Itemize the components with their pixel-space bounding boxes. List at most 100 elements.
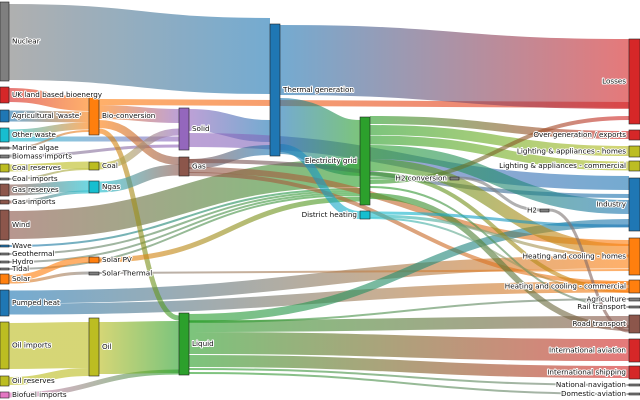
node-heating-homes — [628, 237, 640, 276]
node-hydro — [0, 260, 10, 264]
flow-electricity-grid-to-lighting-commercial — [369, 135, 630, 171]
flow-electricity-grid-to-losses — [369, 116, 630, 184]
label-agriculture: Agriculture — [586, 295, 626, 304]
label-rail-transport: Rail transport — [577, 302, 626, 311]
node-geothermal — [0, 252, 10, 256]
node-h2 — [539, 208, 550, 213]
flow-oil-imports-to-oil — [8, 322, 90, 369]
flow-liquid-to-national-navigation — [188, 368, 630, 386]
label-biomass-imports: Biomass imports — [12, 152, 72, 161]
node-solar-thermal — [88, 271, 100, 276]
label-district-heating: District heating — [302, 210, 357, 219]
flow-gas-imports-to-ngas — [8, 190, 90, 204]
label-solid: Solid — [192, 124, 210, 133]
label-thermal-generation: Thermal generation — [282, 85, 354, 94]
node-oil-reserves — [0, 375, 10, 387]
label-ngas: Ngas — [102, 182, 120, 191]
node-nuclear — [0, 1, 10, 82]
label-wind: Wind — [12, 220, 30, 229]
flow-h2-conversion-to-h2 — [458, 176, 541, 212]
node-international-aviation — [628, 338, 640, 363]
flow-liquid-to-road-transport — [188, 316, 630, 332]
label-oil: Oil — [102, 342, 112, 351]
node-road-transport — [628, 314, 640, 334]
node-domestic-aviation — [628, 392, 640, 396]
node-other-waste — [0, 127, 10, 143]
flow-oil-reserves-to-oil — [8, 368, 90, 385]
node-coal-imports — [0, 177, 10, 181]
label-solar-pv: Solar PV — [102, 255, 132, 264]
node-biomass-imports — [0, 154, 10, 159]
flow-liquid-to-agriculture — [188, 298, 630, 323]
node-electricity-grid — [359, 116, 371, 206]
flow-solar-to-solar-pv — [8, 257, 90, 281]
flow-pumped-heat-to-heating-commercial — [8, 281, 630, 315]
node-agriculture — [628, 297, 640, 302]
label-hydro: Hydro — [12, 257, 33, 266]
node-marine-algae — [0, 146, 10, 150]
label-biofuel-imports: Biofuel imports — [12, 390, 67, 399]
label-national-navigation: National navigation — [556, 380, 626, 389]
flow-nuclear-to-thermal-generation — [8, 4, 271, 94]
flow-marine-algae-to-bio-conversion — [8, 130, 90, 149]
label-gas-reserves: Gas reserves — [12, 185, 59, 194]
node-gas-imports — [0, 199, 10, 205]
label-coal: Coal — [102, 161, 118, 170]
flow-bio-conversion-to-solid — [98, 105, 180, 123]
flow-electricity-grid-to-over-generation — [369, 116, 630, 139]
flow-district-heating-to-industry — [369, 211, 630, 228]
label-domestic-aviation: Domestic aviation — [561, 389, 626, 398]
label-oil-imports: Oil imports — [12, 341, 52, 350]
flow-solar-thermal-to-heating-homes — [98, 269, 630, 274]
node-national-navigation — [628, 383, 640, 387]
label-oil-reserves: Oil reserves — [12, 376, 55, 385]
flow-biomass-imports-to-solid — [8, 144, 180, 158]
label-liquid: Liquid — [192, 339, 214, 348]
flow-liquid-to-international-aviation — [188, 332, 630, 361]
label-lighting-commercial: Lighting & appliances - commercial — [499, 161, 626, 170]
flow-bio-conversion-to-liquid — [98, 128, 180, 321]
flow-liquid-to-industry — [188, 219, 630, 322]
label-industry: Industry — [596, 200, 626, 209]
label-wave: Wave — [12, 241, 32, 250]
node-agri-waste — [0, 109, 10, 123]
label-solar: Solar — [12, 274, 30, 283]
node-solid — [178, 107, 190, 151]
flow-bio-conversion-to-gas — [98, 120, 180, 165]
flow-oil-to-liquid — [98, 321, 180, 374]
node-tidal — [0, 267, 10, 271]
label-road-transport: Road transport — [572, 319, 626, 328]
label-tidal: Tidal — [11, 264, 29, 273]
flow-solid-to-thermal-generation — [188, 109, 271, 142]
label-heating-commercial: Heating and cooling - commercial — [505, 282, 626, 291]
flow-gas-reserves-to-ngas — [8, 180, 90, 196]
node-district-heating — [359, 210, 371, 220]
node-bio-conversion — [88, 96, 100, 136]
flow-agri-waste-to-bio-conversion — [8, 110, 90, 123]
label-heating-homes: Heating and cooling - homes — [523, 252, 627, 261]
node-uk-bio — [0, 86, 10, 104]
flow-electricity-grid-to-lighting-homes — [369, 125, 630, 156]
flow-liquid-to-international-shipping — [188, 355, 630, 378]
node-international-shipping — [628, 365, 640, 380]
label-gas: Gas — [192, 162, 206, 171]
flow-electricity-grid-to-industry — [369, 145, 630, 214]
node-industry — [628, 177, 640, 232]
node-h2-conversion — [449, 176, 460, 181]
node-lighting-commercial — [628, 160, 640, 172]
flow-coal-reserves-to-coal — [8, 161, 90, 172]
label-agri-waste: Agricultural 'waste' — [12, 111, 81, 120]
node-gas-reserves — [0, 183, 10, 197]
flow-solid-to-industry — [188, 133, 630, 190]
node-oil-imports — [0, 321, 10, 370]
node-oil — [88, 317, 100, 377]
label-bio-conversion: Bio-conversion — [102, 111, 155, 120]
node-solar — [0, 273, 10, 285]
flow-h2-to-road-transport — [548, 208, 630, 333]
flow-electricity-grid-to-heating-homes — [369, 159, 630, 256]
flow-tidal-to-electricity-grid — [8, 194, 361, 270]
node-wave — [0, 244, 10, 248]
flow-district-heating-to-heating-commercial — [369, 217, 630, 293]
